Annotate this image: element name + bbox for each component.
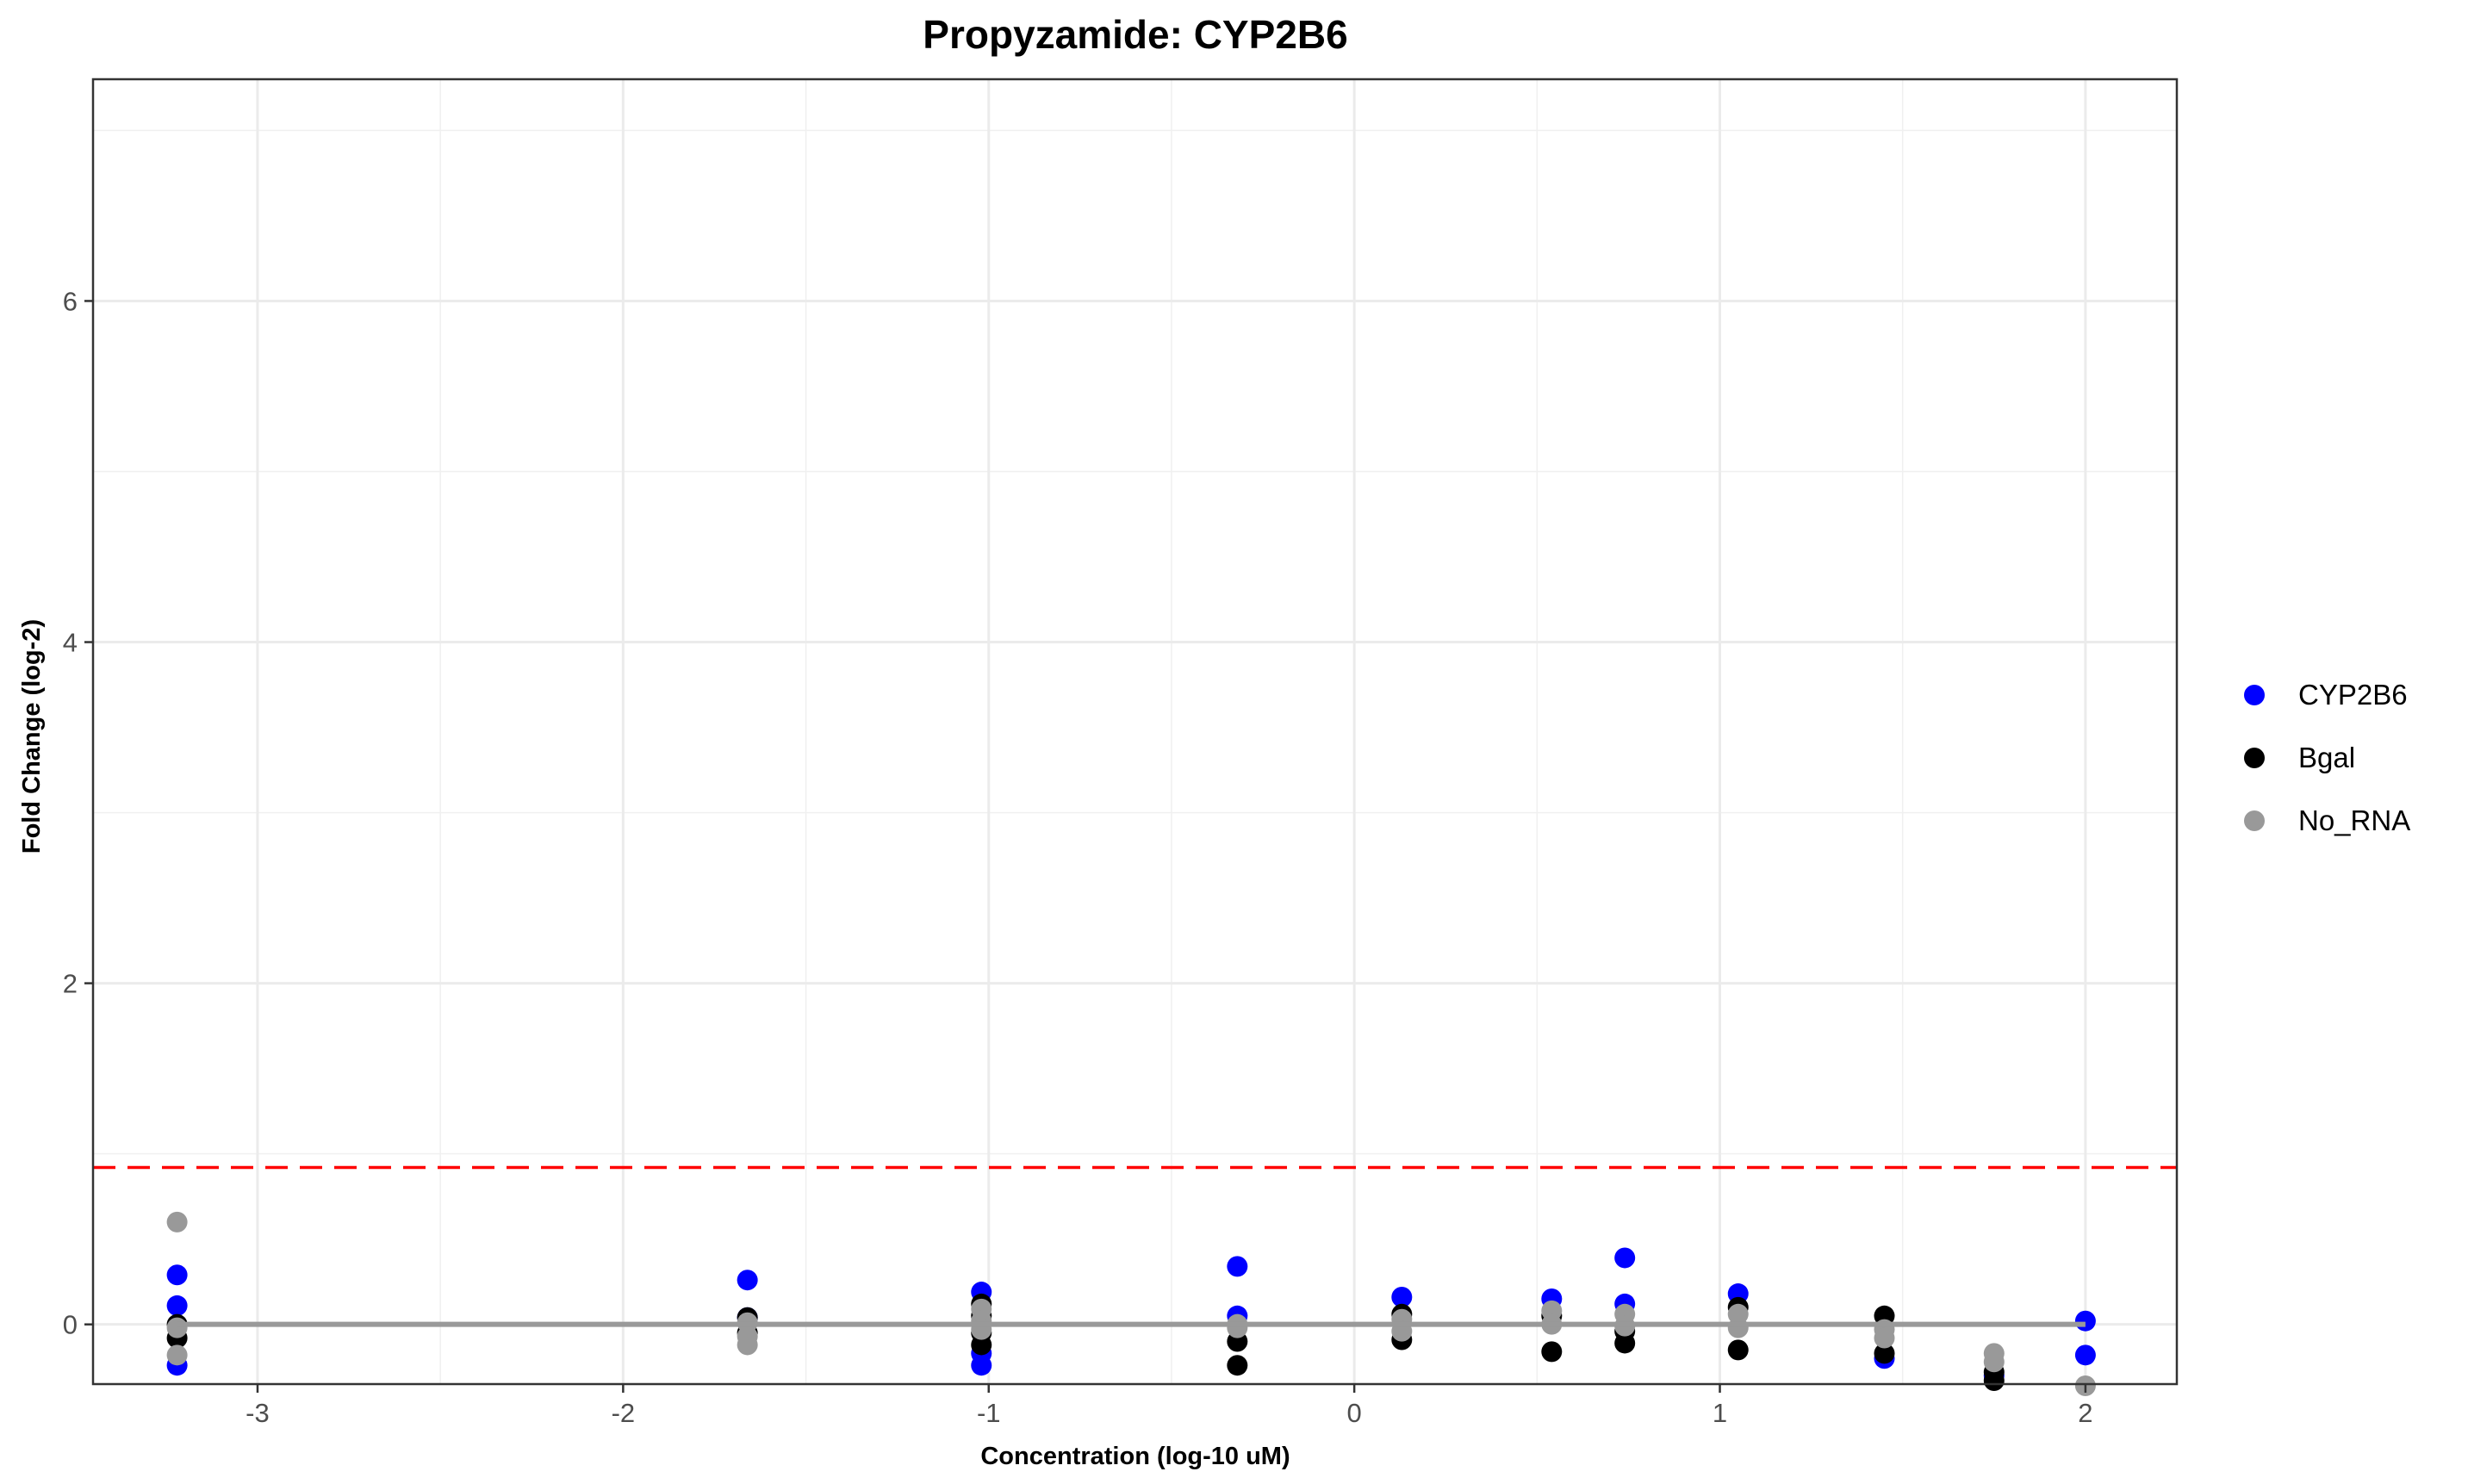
data-point-cyp2b6: [1614, 1247, 1636, 1269]
data-point-bgal: [1541, 1341, 1563, 1363]
data-point-bgal: [1227, 1355, 1248, 1376]
legend: CYP2B6 Bgal No_RNA: [2244, 679, 2410, 836]
data-point-cyp2b6: [166, 1295, 188, 1316]
data-point-no-rna: [1727, 1317, 1749, 1338]
data-point-cyp2b6: [1227, 1256, 1248, 1277]
data-point-no-rna: [737, 1334, 758, 1356]
data-point-cyp2b6: [971, 1355, 992, 1376]
data-point-no-rna: [166, 1344, 188, 1366]
y-tick-label: 0: [63, 1310, 78, 1340]
y-tick-label: 4: [63, 628, 78, 658]
data-point-no-rna: [166, 1211, 188, 1233]
plot-panel-border: [91, 78, 2179, 1386]
data-point-cyp2b6: [2074, 1344, 2096, 1366]
chart-title: Propyzamide: CYP2B6: [923, 12, 1347, 57]
legend-label-bgal: Bgal: [2298, 742, 2355, 773]
data-point-bgal: [1727, 1339, 1749, 1361]
data-point-bgal: [1983, 1370, 2005, 1392]
legend-label-no-rna: No_RNA: [2298, 804, 2410, 836]
data-point-cyp2b6: [737, 1270, 758, 1291]
data-point-cyp2b6: [2074, 1310, 2096, 1332]
legend-key-cyp2b6: [2244, 685, 2265, 705]
data-point-no-rna: [166, 1317, 188, 1338]
axes: -3 -2 -1 0 1 2 0 2 4 6: [63, 286, 2093, 1428]
x-tick-label: -2: [612, 1398, 636, 1428]
y-tick-label: 6: [63, 286, 78, 316]
data-point-no-rna: [1983, 1351, 2005, 1373]
y-axis-label: Fold Change (log-2): [18, 619, 46, 854]
x-tick-label: 2: [2078, 1398, 2092, 1428]
legend-label-cyp2b6: CYP2B6: [2298, 679, 2408, 711]
data-layer: [93, 1165, 2177, 1396]
legend-key-no-rna: [2244, 810, 2265, 831]
data-point-cyp2b6: [166, 1264, 188, 1286]
legend-key-bgal: [2244, 748, 2265, 768]
data-point-no-rna: [1227, 1317, 1248, 1338]
x-tick-label: 1: [1713, 1398, 1727, 1428]
x-tick-label: -3: [246, 1398, 270, 1428]
data-point-cyp2b6: [1391, 1287, 1413, 1307]
x-axis-label: Concentration (log-10 uM): [980, 1443, 1290, 1470]
y-tick-label: 2: [63, 969, 78, 999]
data-point-no-rna: [1874, 1327, 1895, 1349]
x-tick-label: 0: [1347, 1398, 1362, 1428]
data-point-bgal: [1614, 1332, 1636, 1354]
data-point-bgal: [1874, 1343, 1895, 1364]
data-point-bgal: [971, 1334, 992, 1356]
x-tick-label: -1: [977, 1398, 1001, 1428]
